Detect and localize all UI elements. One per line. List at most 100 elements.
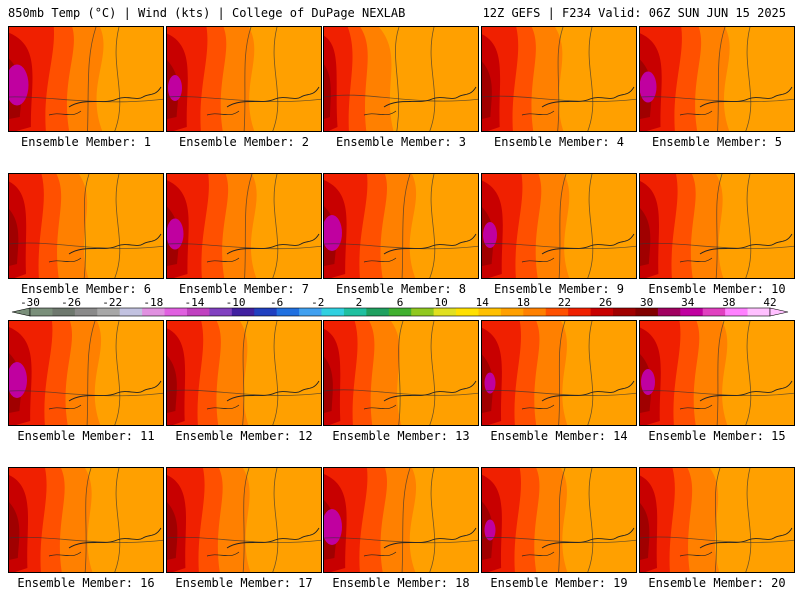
ensemble-member-label: Ensemble Member: 10 bbox=[648, 282, 786, 296]
ensemble-member-label: Ensemble Member: 12 bbox=[175, 429, 313, 443]
contour-line bbox=[745, 174, 752, 278]
ensemble-panel bbox=[166, 26, 322, 132]
coastline bbox=[699, 86, 793, 108]
temperature-band bbox=[640, 503, 650, 560]
contour-line bbox=[167, 243, 321, 250]
contour-line bbox=[482, 390, 636, 396]
colorbar-segment bbox=[747, 308, 771, 316]
colorbar-tick-label: -2 bbox=[311, 296, 324, 309]
header-run-info: 12Z GEFS | F234 Valid: 06Z SUN JUN 15 20… bbox=[482, 6, 786, 20]
temperature-map bbox=[482, 321, 636, 425]
colorbar-segment bbox=[343, 308, 367, 316]
colorbar-tick-label: 14 bbox=[476, 296, 490, 309]
temperature-map bbox=[482, 27, 636, 131]
contour-line bbox=[482, 243, 636, 250]
contour-line bbox=[395, 27, 400, 131]
temperature-map bbox=[640, 27, 794, 131]
contour-line bbox=[716, 321, 725, 425]
hot-core bbox=[484, 519, 496, 541]
hot-core bbox=[484, 372, 496, 394]
ensemble-panel bbox=[166, 467, 322, 573]
temperature-map bbox=[640, 174, 794, 278]
colorbar-segment bbox=[186, 308, 210, 316]
temperature-map bbox=[640, 468, 794, 572]
ensemble-member-label: Ensemble Member: 5 bbox=[651, 135, 783, 149]
border-line bbox=[679, 404, 713, 410]
temperature-map bbox=[324, 321, 478, 425]
contour-line bbox=[324, 243, 478, 250]
temperature-map bbox=[324, 174, 478, 278]
hot-core bbox=[168, 75, 182, 101]
ensemble-panel bbox=[323, 26, 479, 132]
ensemble-panel bbox=[481, 173, 637, 279]
border-line bbox=[206, 404, 240, 410]
temperature-map bbox=[167, 27, 321, 131]
ensemble-panel bbox=[8, 26, 164, 132]
ensemble-panel bbox=[639, 467, 795, 573]
colorbar-segment bbox=[590, 308, 614, 316]
colorbar-segment bbox=[635, 308, 659, 316]
ensemble-member-label: Ensemble Member: 9 bbox=[493, 282, 625, 296]
colorbar-tick-label: 22 bbox=[558, 296, 571, 309]
contour-line bbox=[9, 536, 163, 543]
ensemble-panel bbox=[639, 320, 795, 426]
contour-line bbox=[745, 468, 752, 572]
contour-line bbox=[272, 27, 279, 131]
colorbar-segment bbox=[74, 308, 98, 316]
coastline bbox=[699, 527, 793, 549]
colorbar-segment bbox=[231, 308, 255, 316]
hot-core bbox=[324, 509, 342, 545]
ensemble-member-label: Ensemble Member: 8 bbox=[335, 282, 467, 296]
temperature-map bbox=[9, 27, 163, 131]
contour-line bbox=[167, 536, 321, 543]
contour-line bbox=[558, 321, 566, 425]
colorbar-tick-label: 10 bbox=[434, 296, 447, 309]
ensemble-member-label: Ensemble Member: 13 bbox=[332, 429, 470, 443]
hot-core bbox=[641, 369, 655, 395]
ensemble-member-label: Ensemble Member: 4 bbox=[493, 135, 625, 149]
ensemble-member-label: Ensemble Member: 2 bbox=[178, 135, 310, 149]
hot-core bbox=[324, 215, 342, 251]
ensemble-member-label: Ensemble Member: 1 bbox=[20, 135, 152, 149]
temperature-map bbox=[482, 468, 636, 572]
hot-core bbox=[483, 222, 497, 248]
contour-line bbox=[714, 468, 721, 572]
contour-line bbox=[242, 321, 249, 425]
coastline bbox=[383, 233, 477, 255]
border-line bbox=[679, 110, 713, 116]
colorbar-segment bbox=[119, 308, 143, 316]
contour-line bbox=[244, 174, 253, 278]
border-line bbox=[206, 257, 240, 263]
coastline bbox=[68, 233, 162, 255]
ensemble-member-label: Ensemble Member: 11 bbox=[17, 429, 155, 443]
colorbar-segment bbox=[97, 308, 121, 316]
colorbar-segment bbox=[545, 308, 569, 316]
colorbar-tick-label: -10 bbox=[226, 296, 246, 309]
coastline bbox=[68, 527, 162, 549]
colorbar-segment bbox=[680, 308, 704, 316]
border-line bbox=[363, 404, 397, 410]
coastline bbox=[226, 380, 320, 402]
temperature-band bbox=[9, 502, 20, 560]
colorbar-tick-label: 30 bbox=[640, 296, 653, 309]
contour-line bbox=[745, 27, 752, 131]
ensemble-panel bbox=[8, 320, 164, 426]
ensemble-member-label: Ensemble Member: 15 bbox=[648, 429, 786, 443]
border-line bbox=[48, 404, 82, 410]
contour-line bbox=[587, 321, 594, 425]
colorbar-segment bbox=[725, 308, 749, 316]
ensemble-panel bbox=[8, 173, 164, 279]
coastline bbox=[383, 86, 477, 108]
contour-line bbox=[715, 174, 723, 278]
ensemble-panel bbox=[639, 26, 795, 132]
coastline bbox=[68, 380, 162, 402]
border-line bbox=[48, 551, 82, 557]
ensemble-member-label: Ensemble Member: 17 bbox=[175, 576, 313, 590]
ensemble-member-label: Ensemble Member: 16 bbox=[17, 576, 155, 590]
colorbar-tick-label: 2 bbox=[356, 296, 363, 309]
temperature-map bbox=[640, 321, 794, 425]
contour-line bbox=[86, 321, 96, 425]
colorbar-segment bbox=[613, 308, 636, 316]
contour-line bbox=[482, 537, 636, 543]
colorbar-segment bbox=[568, 308, 592, 316]
